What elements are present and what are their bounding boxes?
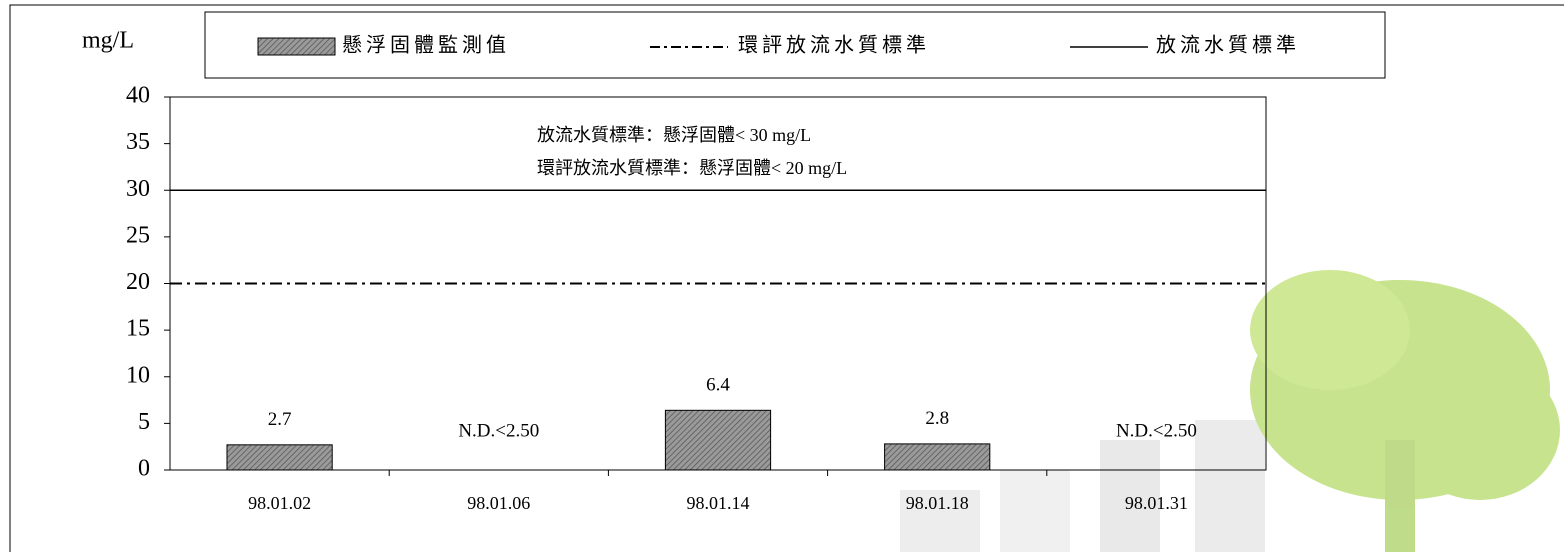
y-tick-label: 30 <box>126 176 150 202</box>
y-tick-label: 10 <box>126 362 150 388</box>
legend-box <box>204 11 1386 79</box>
value-label: 2.8 <box>925 408 949 429</box>
y-tick-label: 5 <box>138 409 150 435</box>
value-label: 2.7 <box>268 409 292 430</box>
x-tick-label: 98.01.02 <box>248 493 311 513</box>
value-label: N.D.<2.50 <box>1116 420 1197 441</box>
y-axis-label: mg/L <box>82 28 134 54</box>
legend-label: 放流水質標準 <box>1156 34 1300 57</box>
legend-swatch <box>257 37 336 56</box>
x-tick-label: 98.01.14 <box>687 493 750 513</box>
value-label: 6.4 <box>706 375 730 396</box>
bar <box>884 443 991 471</box>
x-tick-label: 98.01.18 <box>906 493 969 513</box>
bar <box>664 409 772 471</box>
y-tick-label: 25 <box>126 222 150 248</box>
y-tick-label: 35 <box>126 129 150 155</box>
chart-border <box>9 4 1564 552</box>
y-tick-label: 20 <box>126 269 150 295</box>
annotation: 放流水質標準：懸浮固體< 30 mg/L <box>537 125 811 145</box>
value-label: N.D.<2.50 <box>458 420 539 441</box>
legend-label: 環評放流水質標準 <box>738 34 930 57</box>
x-tick-label: 98.01.31 <box>1125 493 1188 513</box>
y-tick-label: 0 <box>138 456 150 482</box>
legend-label: 懸浮固體監測值 <box>342 34 510 57</box>
bar <box>226 444 333 471</box>
y-tick-label: 40 <box>126 83 150 109</box>
background-decoration <box>900 270 1560 552</box>
annotation: 環評放流水質標準：懸浮固體< 20 mg/L <box>537 158 847 178</box>
y-tick-label: 15 <box>126 316 150 342</box>
x-tick-label: 98.01.06 <box>467 493 530 513</box>
